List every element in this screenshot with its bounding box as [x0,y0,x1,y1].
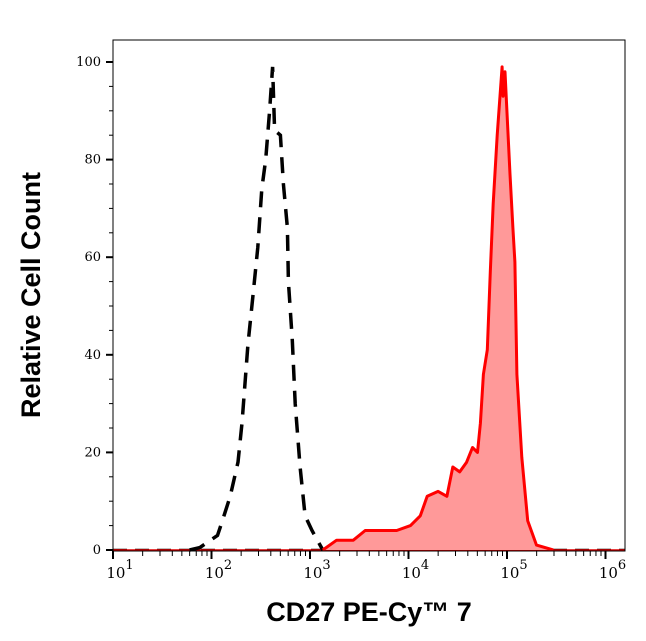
x-tick-label: 106 [599,558,626,582]
y-tick-label: 40 [84,348,101,363]
x-tick-label: 101 [106,558,133,582]
x-axis-label: CD27 PE-Cy™ 7 [266,597,472,627]
y-tick-label: 60 [84,250,101,265]
y-tick-label: 0 [93,543,101,558]
x-tick-label: 104 [402,558,429,582]
series-1-line [189,66,325,552]
plot-marks [113,65,625,552]
axes: 0 20 40 60 80 100 101 102 103 104 105 106 [76,55,626,582]
x-tick-label: 102 [205,558,232,582]
y-axis-label: Relative Cell Count [16,172,46,418]
series-2-fill [322,66,554,551]
y-tick-label: 100 [76,55,101,70]
y-tick-label: 80 [84,153,101,168]
x-tick-label: 103 [303,558,330,582]
y-tick-label: 20 [84,445,101,460]
x-tick-label: 105 [500,558,527,582]
plot-frame [112,39,626,552]
series-2-line [321,65,554,552]
